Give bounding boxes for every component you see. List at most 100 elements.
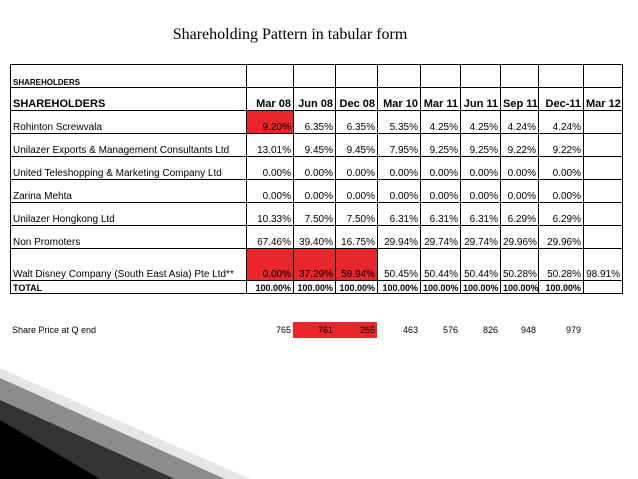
caption-cell: SHAREHOLDERS (10, 64, 247, 88)
value-cell: 0.00% (500, 179, 539, 203)
column-header: Jun 11 (460, 87, 501, 111)
value-cell: 29.96% (538, 225, 584, 249)
empty-cell (293, 64, 336, 88)
table-row: Rohinton Screwvala 9.20% 6.35% 6.35% 5.35% 4.… (10, 110, 623, 134)
value-cell: 100.00% (293, 280, 336, 294)
value-cell: 0.00% (246, 179, 294, 203)
table-row: Zarina Mehta 0.00% 0.00% 0.00% 0.00% 0.00% 0.0… (10, 179, 623, 203)
column-header: Dec-11 (538, 87, 584, 111)
value-cell: 826 (482, 325, 498, 335)
value-cell: 7.50% (335, 202, 378, 226)
value-cell: 0.00% (246, 156, 294, 180)
empty-cell (377, 64, 421, 88)
value-cell: 50.44% (460, 248, 501, 281)
value-cell: 39.40% (293, 225, 336, 249)
value-cell: 6.29% (538, 202, 584, 226)
row-label: Walt Disney Company (South East Asia) Pt… (10, 248, 247, 281)
empty-cell (583, 64, 623, 88)
empty-cell (583, 156, 623, 180)
value-cell: 6.35% (335, 110, 378, 134)
value-cell: 463 (402, 325, 418, 335)
row-label: Unilazer Exports & Management Consultant… (10, 133, 247, 157)
value-cell: 0.00% (420, 156, 461, 180)
column-header: Mar 11 (420, 87, 461, 111)
empty-cell (246, 64, 294, 88)
share-price-table: Share Price at Q end 765 761 255 463 576 826 94… (10, 322, 622, 338)
value-cell: 7.50% (293, 202, 336, 226)
value-cell: 0.00% (335, 156, 378, 180)
value-cell: 6.31% (377, 202, 421, 226)
value-cell: 9.22% (500, 133, 539, 157)
value-cell: 29.94% (377, 225, 421, 249)
value-cell: 0.00% (538, 179, 584, 203)
value-cell: 255 (335, 322, 377, 338)
table-row: United Teleshopping & Marketing Company … (10, 156, 623, 180)
value-cell: 5.35% (377, 110, 421, 134)
table-row: Unilazer Exports & Management Consultant… (10, 133, 623, 157)
value-cell: 4.25% (420, 110, 461, 134)
column-header: Mar 10 (377, 87, 421, 111)
value-cell: 0.00% (293, 156, 336, 180)
value-cell: 9.45% (293, 133, 336, 157)
corner-shade (0, 420, 100, 479)
value-cell: 67.46% (246, 225, 294, 249)
slide-title: Shareholding Pattern in tabular form (172, 26, 408, 43)
value-cell: 13.01% (246, 133, 294, 157)
empty-cell (583, 280, 623, 294)
row-label: Share Price at Q end (12, 325, 97, 335)
value-cell: 9.20% (246, 110, 294, 134)
value-cell: 0.00% (377, 179, 421, 203)
value-cell: 100.00% (420, 280, 461, 294)
value-cell: 6.35% (293, 110, 336, 134)
value-cell: 0.00% (460, 179, 501, 203)
column-header: Dec 08 (335, 87, 378, 111)
row-label: Rohinton Screwvala (10, 110, 247, 134)
value-cell: 0.00% (377, 156, 421, 180)
value-cell: 979 (565, 325, 581, 335)
empty-cell (583, 179, 623, 203)
value-cell: 4.24% (538, 110, 584, 134)
column-header: Jun 08 (293, 87, 336, 111)
empty-cell (583, 133, 623, 157)
value-cell: 948 (520, 325, 536, 335)
value-cell: 4.25% (460, 110, 501, 134)
value-cell: 37.29% (293, 248, 336, 281)
row-label: Non Promoters (10, 225, 247, 249)
value-cell: 29.74% (420, 225, 461, 249)
value-cell: 100.00% (500, 280, 539, 294)
table-row: Non Promoters 67.46% 39.40% 16.75% 29.94% 29.… (10, 225, 623, 249)
row-label: TOTAL (10, 280, 247, 294)
value-cell: 100.00% (377, 280, 421, 294)
value-cell: 50.44% (420, 248, 461, 281)
value-cell: 765 (275, 325, 291, 335)
value-cell: 16.75% (335, 225, 378, 249)
value-cell: 100.00% (538, 280, 584, 294)
table-row: SHAREHOLDERS (10, 64, 623, 88)
row-label: Zarina Mehta (10, 179, 247, 203)
value-cell: 50.45% (377, 248, 421, 281)
row-label: Unilazer Hongkong Ltd (10, 202, 247, 226)
value-cell: 9.25% (420, 133, 461, 157)
value-cell: 6.29% (500, 202, 539, 226)
value-cell: 0.00% (500, 156, 539, 180)
empty-cell (583, 202, 623, 226)
table-row: Share Price at Q end 765 761 255 463 576 826 94… (10, 322, 622, 338)
empty-cell (460, 64, 501, 88)
table-row: Unilazer Hongkong Ltd 10.33% 7.50% 7.50% 6.3… (10, 202, 623, 226)
column-header: Mar 08 (246, 87, 294, 111)
value-cell: 0.00% (538, 156, 584, 180)
value-cell: 4.24% (500, 110, 539, 134)
value-cell: 9.45% (335, 133, 378, 157)
table-row: TOTAL 100.00% 100.00% 100.00% 100.00% 100.00%… (10, 280, 623, 294)
value-cell: 59.94% (335, 248, 378, 281)
value-cell: 100.00% (460, 280, 501, 294)
value-cell: 576 (442, 325, 458, 335)
value-cell: 50.28% (500, 248, 539, 281)
value-cell: 0.00% (460, 156, 501, 180)
value-cell: 100.00% (246, 280, 294, 294)
value-cell: 7.95% (377, 133, 421, 157)
empty-cell (500, 64, 539, 88)
